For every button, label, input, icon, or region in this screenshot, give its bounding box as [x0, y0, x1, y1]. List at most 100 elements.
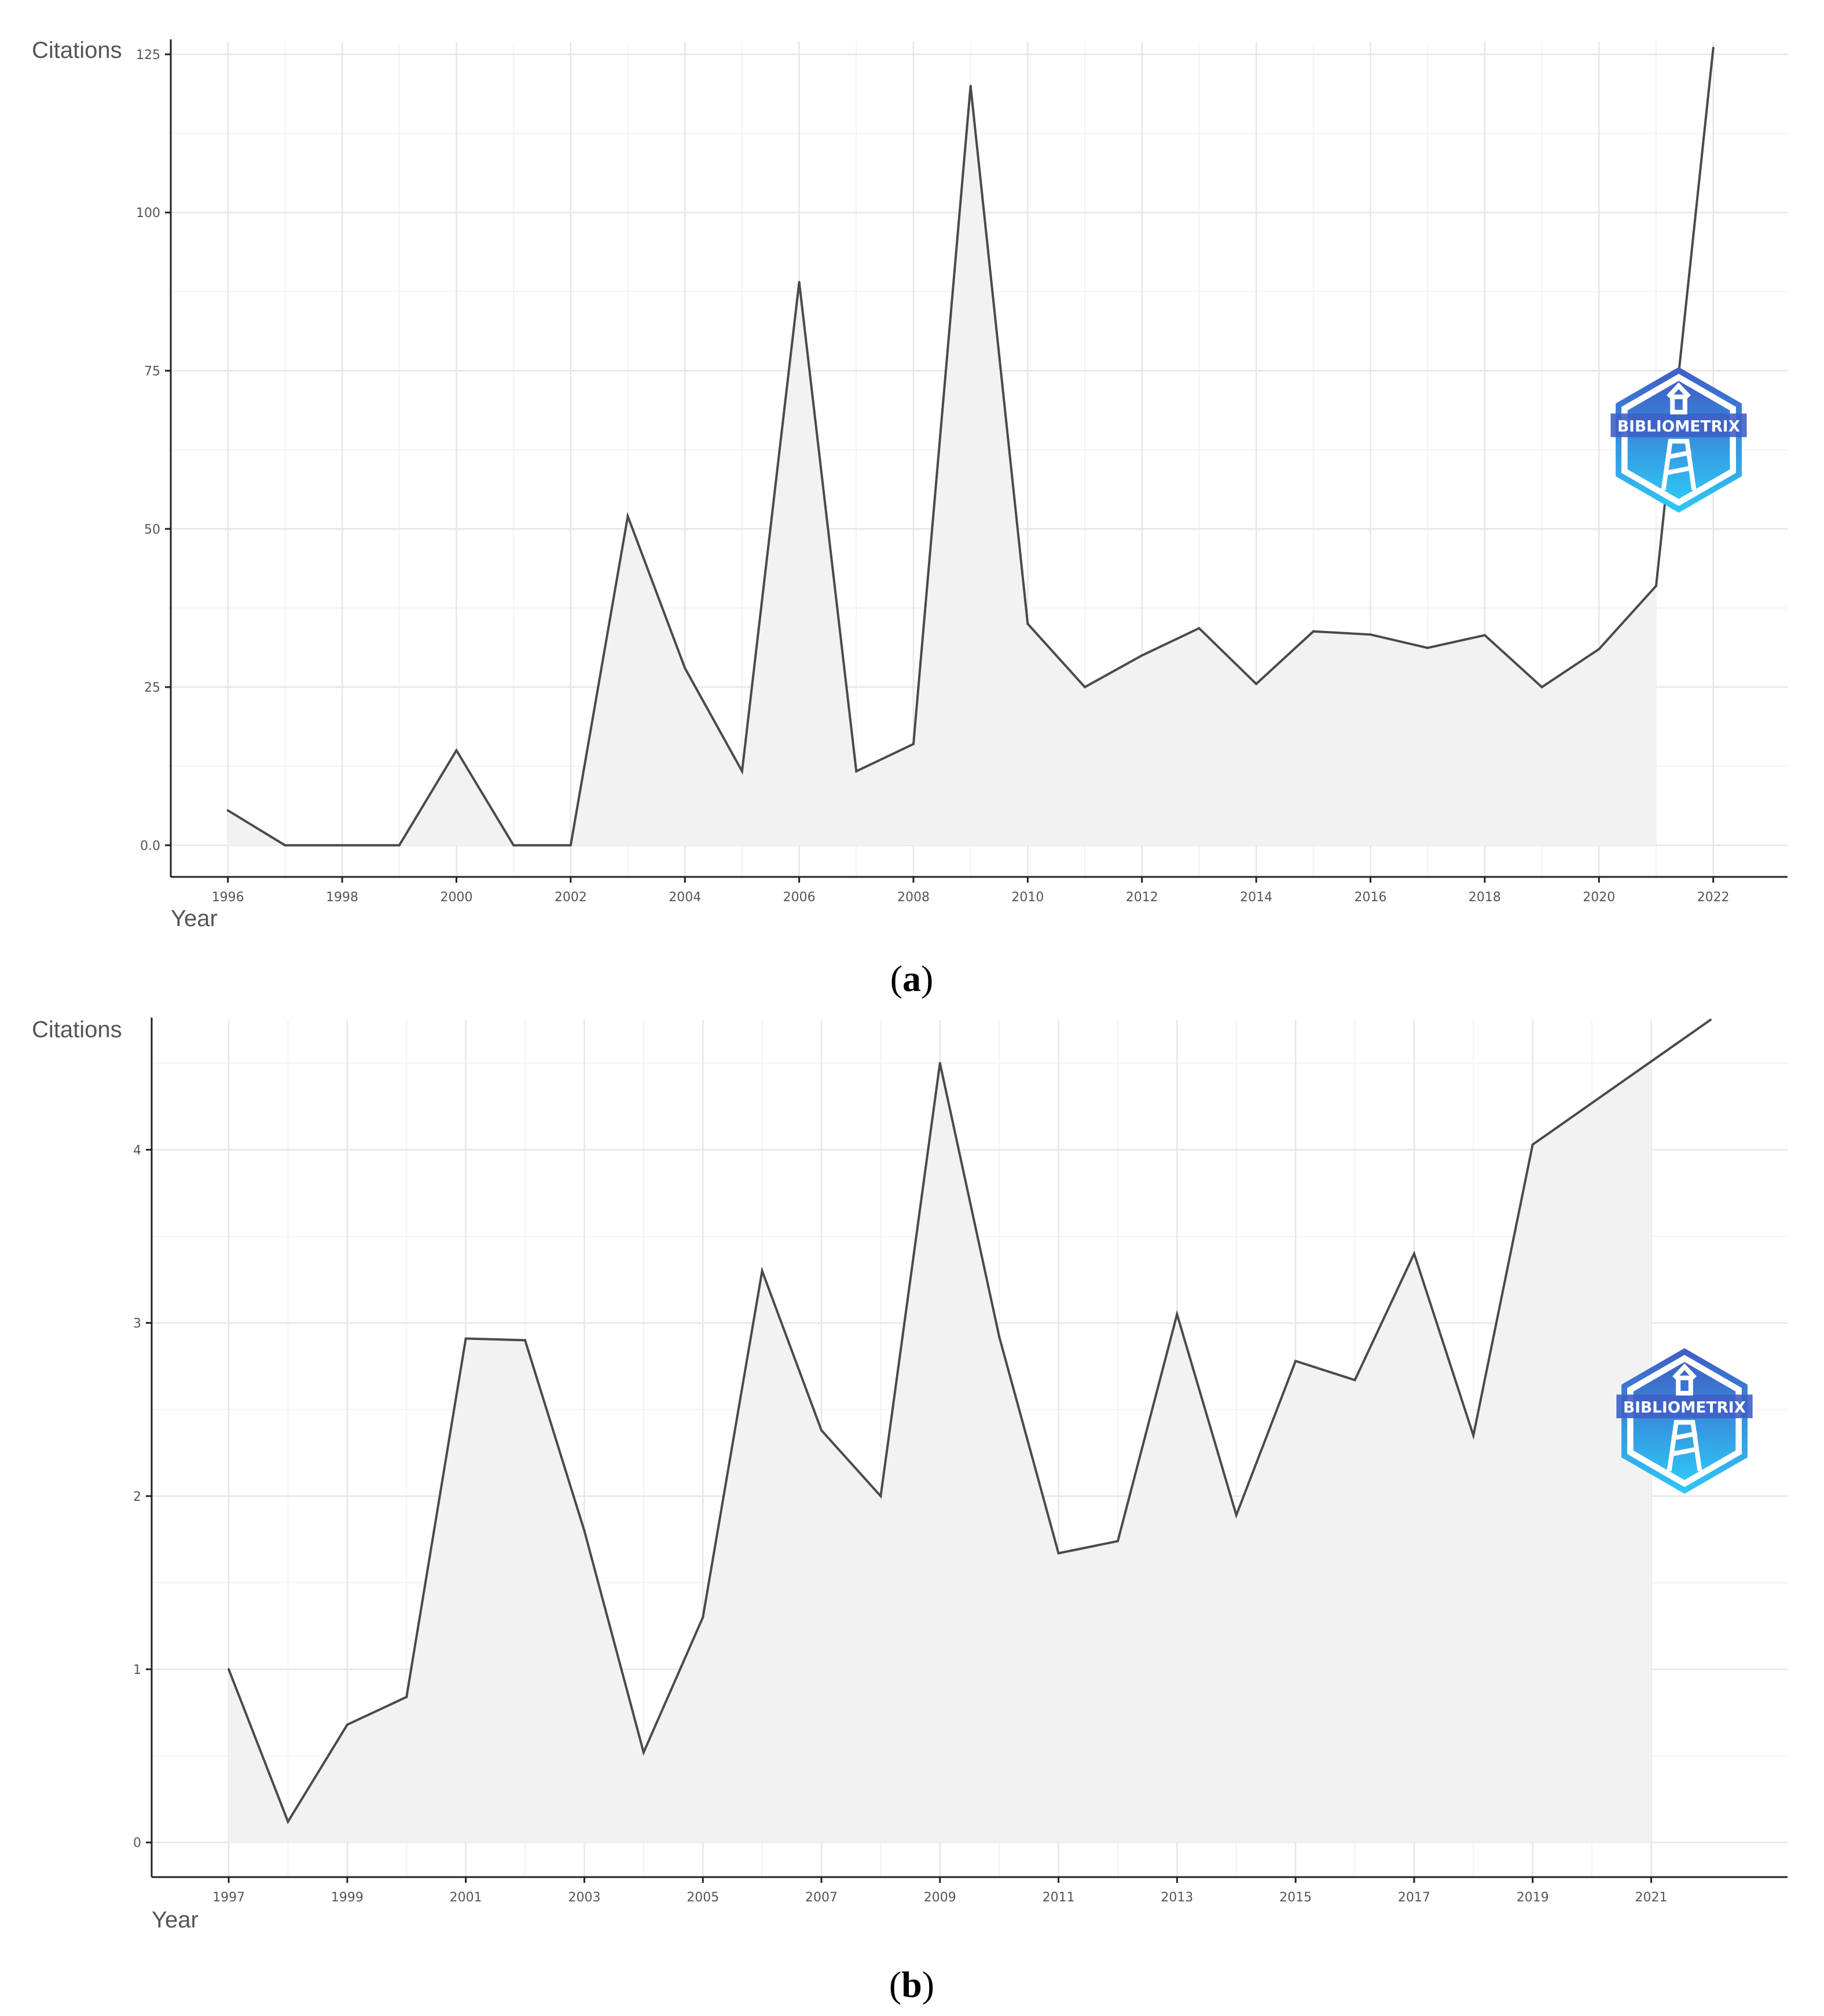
y-tick-label: 100	[136, 206, 160, 221]
data-point	[1294, 1360, 1297, 1363]
x-tick-label: 1996	[212, 890, 244, 905]
logo-text: BIBLIOMETRIX	[1623, 1399, 1746, 1417]
data-point	[1057, 1552, 1060, 1555]
y-axis-title: Citations	[32, 38, 122, 63]
y-tick-label: 2	[133, 1490, 141, 1504]
x-tick-label: 2021	[1635, 1890, 1668, 1905]
y-axis-title: Citations	[32, 1017, 122, 1042]
data-point	[398, 844, 401, 847]
x-tick-label: 2022	[1697, 890, 1730, 905]
y-tick-label: 4	[133, 1143, 141, 1158]
data-point	[1140, 654, 1143, 657]
x-tick-label: 2020	[1583, 890, 1615, 905]
data-point	[341, 844, 344, 847]
y-tick-label: 125	[136, 48, 160, 63]
area-fill	[227, 86, 1657, 846]
x-axis-title: Year	[152, 1907, 199, 1933]
data-point	[1198, 627, 1201, 630]
lighthouse-icon	[1661, 382, 1697, 490]
data-point	[1531, 1143, 1534, 1146]
x-tick-label: 2019	[1517, 1890, 1549, 1905]
data-point	[346, 1723, 348, 1726]
x-tick-label: 2008	[897, 890, 930, 905]
data-point	[969, 85, 972, 87]
logo-banner	[1610, 413, 1747, 438]
data-point	[1176, 1313, 1179, 1316]
x-tick-label: 1999	[331, 1890, 364, 1905]
data-point	[583, 1529, 586, 1532]
data-point	[798, 281, 801, 284]
x-tick-label: 2000	[440, 890, 472, 905]
data-point	[464, 1337, 467, 1340]
x-tick-label: 1997	[212, 1890, 245, 1905]
x-tick-label: 2006	[783, 890, 816, 905]
data-point	[1655, 585, 1658, 587]
data-point	[702, 1616, 704, 1619]
data-point	[287, 1820, 289, 1823]
x-tick-label: 2009	[924, 1890, 956, 1905]
x-axis-title: Year	[171, 906, 218, 931]
x-tick-label: 2004	[669, 890, 701, 905]
x-tick-label: 2005	[687, 1890, 719, 1905]
y-tick-label: 75	[144, 364, 160, 379]
chart-a: 0.0 25 50 75 100 125 1996 1998 2000 2002 2004 2006 2…	[32, 38, 1788, 931]
data-point	[1591, 1101, 1594, 1104]
x-tick-label: 2003	[568, 1890, 600, 1905]
data-point	[820, 1429, 823, 1432]
bibliometrix-logo-a: BIBLIOMETRIX	[1610, 367, 1747, 513]
data-point	[740, 770, 743, 773]
data-point	[512, 844, 515, 847]
data-point	[761, 1269, 764, 1272]
data-point	[405, 1695, 408, 1698]
x-tick-label: 2010	[1011, 890, 1044, 905]
lighthouse-icon	[1667, 1363, 1702, 1471]
y-tick-label: 0.0	[140, 839, 160, 853]
data-point	[855, 770, 858, 773]
x-tick-label: 2012	[1126, 890, 1158, 905]
logo-text: BIBLIOMETRIX	[1617, 418, 1740, 436]
data-point	[524, 1339, 527, 1342]
y-tick-label: 25	[144, 681, 160, 695]
data-point	[569, 844, 572, 847]
y-tick-label: 50	[144, 523, 160, 537]
chart-b: 0 1 2 3 4 1997 1999 2001 2003 2005 2007 2009 2011 201…	[32, 1017, 1788, 1933]
logo-banner	[1616, 1394, 1753, 1419]
data-point	[227, 1668, 230, 1670]
data-point	[1412, 1252, 1415, 1255]
y-tick-label: 3	[133, 1317, 141, 1331]
data-point	[626, 515, 629, 517]
data-point	[1026, 622, 1029, 625]
data-point	[1312, 630, 1315, 633]
data-point	[1255, 682, 1258, 685]
data-point	[455, 749, 458, 752]
data-point	[1598, 648, 1601, 651]
x-tick-label: 2002	[555, 890, 587, 905]
data-point	[1712, 46, 1715, 49]
x-tick-label: 2014	[1240, 890, 1272, 905]
data-point	[226, 809, 229, 812]
x-tick-label: 2015	[1279, 1890, 1312, 1905]
data-point	[1353, 1379, 1356, 1382]
data-point	[642, 1751, 645, 1754]
y-tick-label: 1	[133, 1663, 141, 1677]
data-point	[1650, 1060, 1653, 1063]
x-tick-label: 2016	[1355, 890, 1387, 905]
x-tick-label: 1998	[326, 890, 358, 905]
data-point	[1540, 686, 1543, 689]
x-tick-label: 2001	[450, 1890, 482, 1905]
data-point	[1709, 1019, 1712, 1021]
series-line	[227, 1019, 1712, 1824]
data-point	[879, 1494, 882, 1497]
data-point	[1426, 647, 1429, 649]
data-point	[938, 1062, 941, 1064]
x-tick-label: 2013	[1161, 1890, 1193, 1905]
x-tick-label: 2007	[805, 1890, 838, 1905]
x-tick-label: 2017	[1398, 1890, 1430, 1905]
data-point	[1116, 1540, 1119, 1543]
data-point	[1084, 686, 1087, 689]
data-point	[684, 667, 687, 670]
area-fill	[229, 1061, 1651, 1843]
data-point	[284, 844, 287, 847]
data-point	[1483, 634, 1486, 637]
